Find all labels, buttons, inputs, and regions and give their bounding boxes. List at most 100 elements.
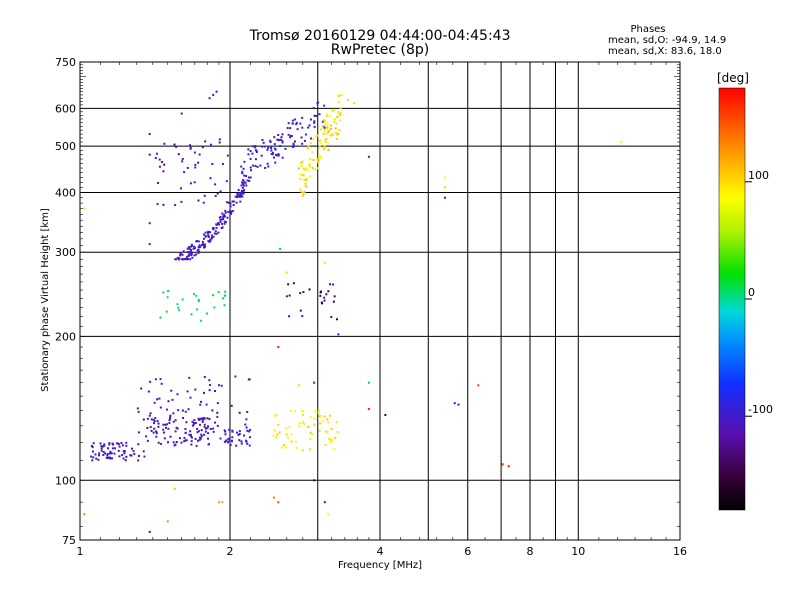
- data-point: [214, 195, 217, 198]
- data-point: [270, 146, 273, 149]
- data-point: [214, 421, 217, 424]
- data-point: [136, 407, 139, 410]
- data-point: [223, 304, 226, 307]
- data-point: [313, 479, 316, 482]
- data-point: [161, 160, 164, 163]
- data-point: [224, 221, 227, 224]
- data-point: [309, 438, 312, 441]
- data-point: [190, 253, 193, 256]
- data-point: [228, 210, 231, 213]
- data-point: [329, 441, 332, 444]
- data-point: [179, 437, 182, 440]
- data-point: [91, 446, 94, 449]
- data-point: [245, 426, 248, 429]
- data-point: [182, 417, 185, 420]
- data-point: [243, 174, 246, 177]
- data-point: [240, 194, 243, 197]
- data-point: [311, 151, 314, 154]
- data-point: [244, 423, 247, 426]
- data-point: [154, 156, 157, 159]
- data-point: [297, 384, 300, 387]
- data-point: [212, 228, 215, 231]
- data-point: [329, 134, 332, 137]
- data-point: [225, 180, 228, 183]
- data-point: [306, 147, 309, 150]
- data-point: [309, 175, 312, 178]
- data-point: [198, 250, 201, 253]
- data-point: [318, 146, 321, 149]
- data-point: [174, 430, 177, 433]
- data-point: [172, 412, 175, 415]
- data-point: [92, 456, 95, 459]
- data-point: [166, 423, 169, 426]
- data-point: [150, 418, 153, 421]
- data-point: [219, 220, 222, 223]
- data-point: [326, 132, 329, 135]
- data-point: [367, 155, 370, 158]
- data-point: [274, 414, 277, 417]
- data-point: [299, 162, 302, 165]
- data-point: [212, 227, 215, 230]
- data-point: [231, 430, 234, 433]
- data-point: [98, 452, 101, 455]
- data-point: [337, 100, 340, 103]
- data-point: [165, 408, 168, 411]
- data-point: [148, 153, 151, 156]
- data-point: [221, 212, 224, 215]
- data-point: [259, 164, 262, 167]
- data-point: [206, 426, 209, 429]
- data-point: [110, 452, 113, 455]
- data-point: [247, 148, 250, 151]
- data-point: [270, 149, 273, 152]
- data-point: [323, 501, 326, 504]
- data-point: [338, 119, 341, 122]
- data-point: [267, 146, 270, 149]
- data-point: [335, 131, 338, 134]
- data-point: [83, 513, 86, 516]
- data-point: [215, 226, 218, 229]
- data-point: [190, 245, 193, 248]
- data-point: [288, 315, 291, 318]
- data-point: [100, 445, 103, 448]
- data-point: [330, 427, 333, 430]
- data-point: [286, 127, 289, 130]
- data-point: [196, 431, 199, 434]
- colorbar-label: [deg]: [717, 71, 749, 85]
- data-point: [287, 436, 290, 439]
- data-point: [248, 444, 251, 447]
- data-point: [324, 141, 327, 144]
- data-point: [158, 165, 161, 168]
- data-point: [142, 418, 145, 421]
- data-point: [181, 258, 184, 261]
- data-point: [269, 140, 272, 143]
- data-point: [299, 188, 302, 191]
- data-point: [203, 243, 206, 246]
- data-point: [194, 166, 197, 169]
- data-point: [303, 191, 306, 194]
- data-point: [237, 433, 240, 436]
- data-point: [203, 423, 206, 426]
- data-point: [313, 410, 316, 413]
- data-point: [167, 400, 170, 403]
- data-point: [328, 114, 331, 117]
- data-point: [157, 181, 160, 184]
- data-point: [157, 425, 160, 428]
- data-point: [313, 381, 316, 384]
- data-point: [238, 193, 241, 196]
- data-point: [313, 114, 316, 117]
- data-point: [181, 253, 184, 256]
- data-point: [318, 154, 321, 157]
- data-point: [155, 432, 158, 435]
- data-point: [270, 153, 273, 156]
- data-point: [338, 129, 341, 132]
- grid-lines: [80, 62, 680, 540]
- data-point: [200, 435, 203, 438]
- data-point: [262, 141, 265, 144]
- data-point: [202, 243, 205, 246]
- data-point: [332, 283, 335, 286]
- y-tick-label: 750: [55, 56, 76, 69]
- data-point: [367, 381, 370, 384]
- data-point: [121, 454, 124, 457]
- data-point: [292, 142, 295, 145]
- data-point: [193, 181, 196, 184]
